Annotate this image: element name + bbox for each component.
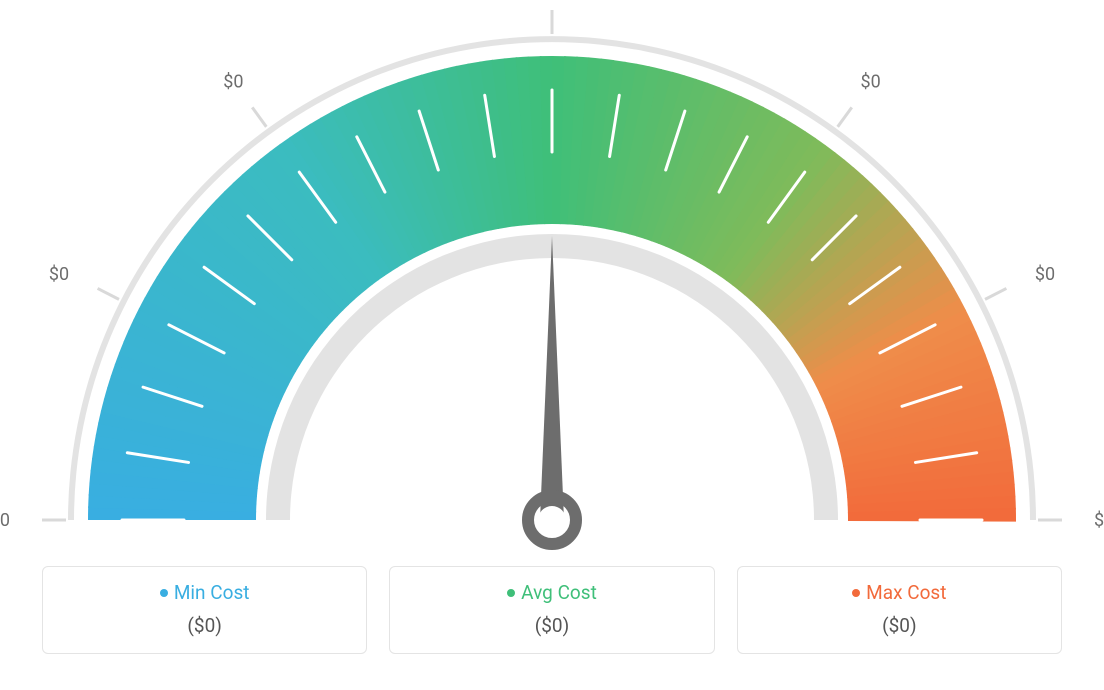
svg-text:$0: $0 (1094, 510, 1104, 531)
legend-title-avg: Avg Cost (507, 581, 597, 604)
dot-icon (160, 589, 168, 597)
legend-row: Min Cost ($0) Avg Cost ($0) Max Cost ($0… (42, 566, 1062, 654)
legend-title-text: Min Cost (174, 581, 250, 604)
gauge-chart: $0$0$0$0$0$0$0 (0, 0, 1104, 560)
dot-icon (507, 589, 515, 597)
legend-title-max: Max Cost (852, 581, 946, 604)
legend-value-min: ($0) (53, 614, 356, 637)
dot-icon (852, 589, 860, 597)
legend-card-min: Min Cost ($0) (42, 566, 367, 654)
svg-text:$0: $0 (860, 72, 880, 93)
legend-card-max: Max Cost ($0) (737, 566, 1062, 654)
svg-text:$0: $0 (1035, 264, 1055, 285)
gauge-cost-widget: $0$0$0$0$0$0$0 Min Cost ($0) Avg Cost ($… (0, 0, 1104, 690)
gauge-svg: $0$0$0$0$0$0$0 (0, 0, 1104, 560)
svg-text:$0: $0 (223, 72, 243, 93)
legend-title-text: Max Cost (866, 581, 946, 604)
svg-text:$0: $0 (49, 264, 69, 285)
legend-card-avg: Avg Cost ($0) (389, 566, 714, 654)
legend-value-avg: ($0) (400, 614, 703, 637)
svg-text:$0: $0 (0, 510, 10, 531)
legend-title-text: Avg Cost (521, 581, 597, 604)
legend-title-min: Min Cost (160, 581, 250, 604)
legend-value-max: ($0) (748, 614, 1051, 637)
